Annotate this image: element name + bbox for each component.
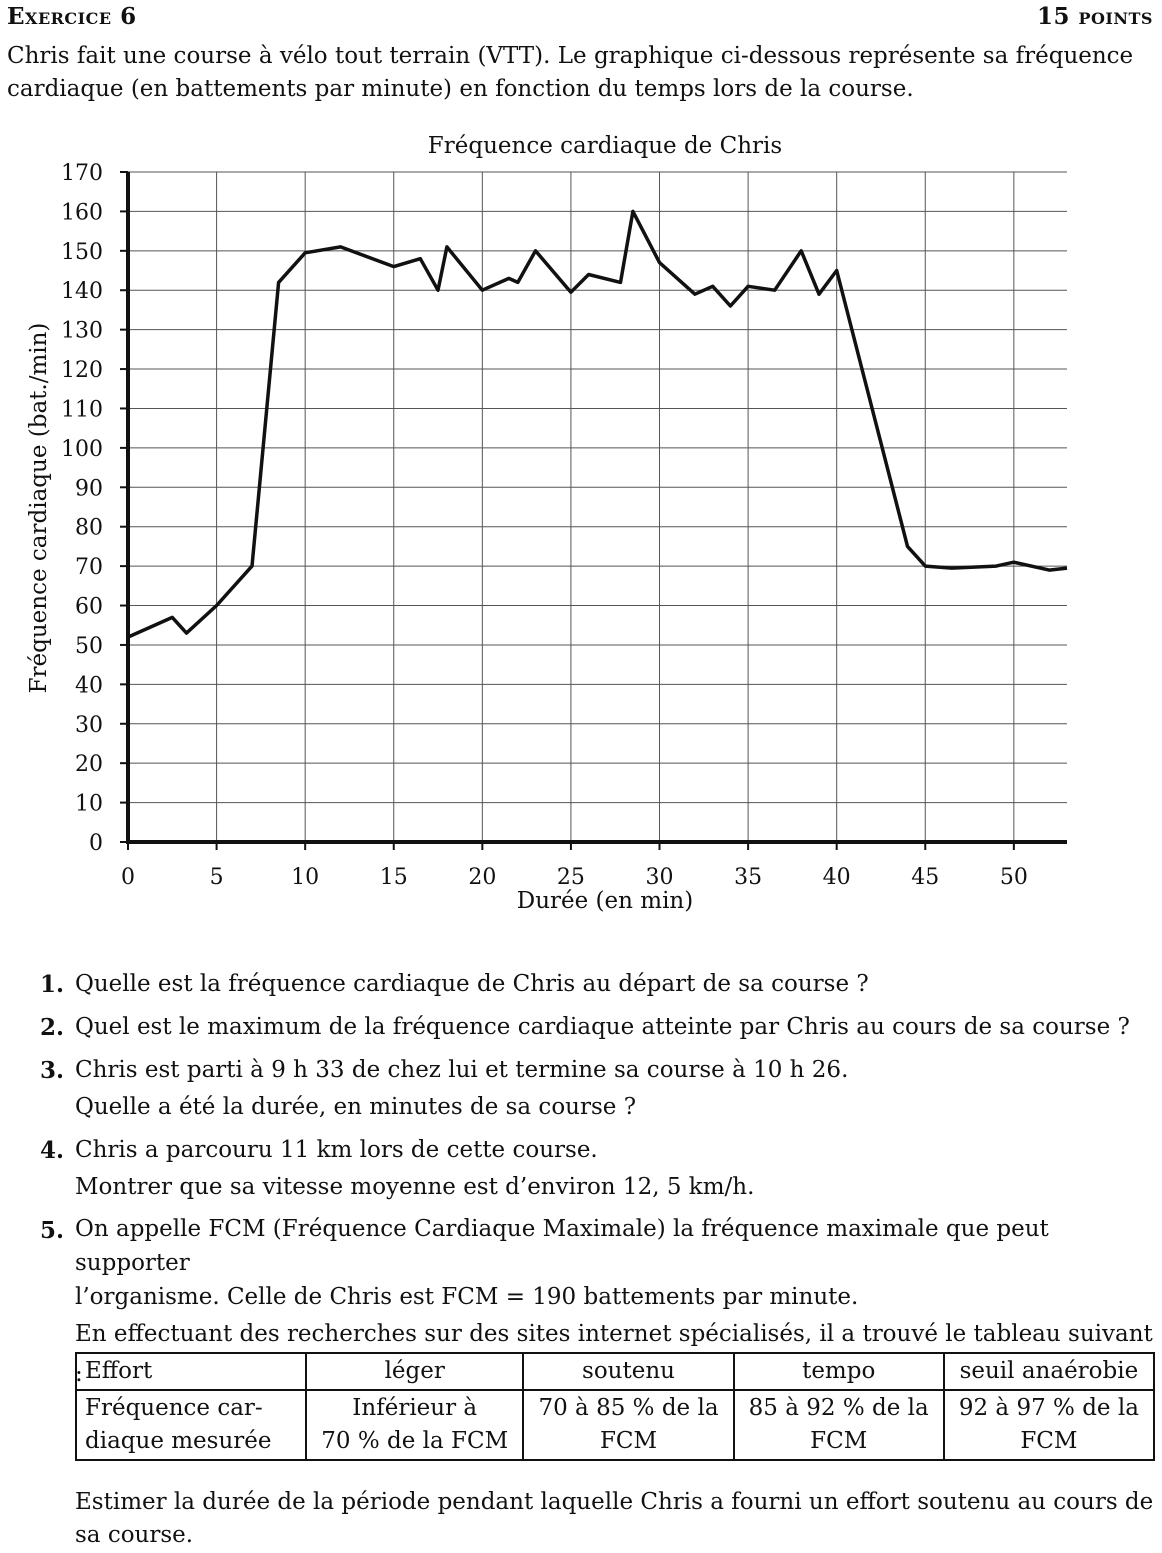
cell-line: Inférieur à xyxy=(315,1392,514,1425)
x-tick-label: 30 xyxy=(646,865,674,890)
question-number: 3. xyxy=(40,1052,64,1089)
question-number: 1. xyxy=(40,966,64,1003)
y-tick-label: 120 xyxy=(61,358,103,383)
question-number: 2. xyxy=(40,1009,64,1046)
y-tick-label: 10 xyxy=(75,792,103,817)
cell-line: FCM xyxy=(743,1425,935,1458)
chart-title: Fréquence cardiaque de Chris xyxy=(428,133,782,159)
question-text: On appelle FCM (Fréquence Cardiaque Maxi… xyxy=(75,1212,1160,1280)
x-tick-label: 50 xyxy=(1000,865,1028,890)
y-tick-label: 170 xyxy=(61,161,103,186)
y-tick-label: 150 xyxy=(61,240,103,265)
table-header-row: Effort léger soutenu tempo seuil anaérob… xyxy=(76,1353,1154,1390)
y-tick-label: 140 xyxy=(61,279,103,304)
y-tick-label: 130 xyxy=(61,319,103,344)
x-tick-label: 40 xyxy=(823,865,851,890)
row-label-line: Fréquence car- xyxy=(85,1392,263,1425)
cell-line: 92 à 97 % de la xyxy=(953,1392,1145,1425)
question-2: 2. Quel est le maximum de la fréquence c… xyxy=(40,1009,1160,1046)
question-1: 1. Quelle est la fréquence cardiaque de … xyxy=(40,966,1160,1003)
y-axis-label: Fréquence cardiaque (bat./min) xyxy=(26,323,52,694)
question-number: 4. xyxy=(40,1132,64,1169)
y-tick-label: 30 xyxy=(75,713,103,738)
x-tick-label: 0 xyxy=(121,865,135,890)
cell-line: 85 à 92 % de la xyxy=(743,1392,935,1425)
question-list: 1. Quelle est la fréquence cardiaque de … xyxy=(40,966,1160,1400)
y-tick-label: 90 xyxy=(75,476,103,501)
points-label: 15 points xyxy=(1037,3,1153,30)
question-text: l’organisme. Celle de Chris est FCM = 19… xyxy=(75,1280,1160,1314)
y-tick-label: 0 xyxy=(89,831,103,856)
question-4: 4. Chris a parcouru 11 km lors de cette … xyxy=(40,1132,1160,1206)
table-cell: Fréquence car- diaque mesurée xyxy=(76,1390,306,1460)
table-cell: léger xyxy=(306,1353,523,1390)
effort-table: Effort léger soutenu tempo seuil anaérob… xyxy=(75,1352,1155,1461)
final-question: Estimer la durée de la période pendant l… xyxy=(75,1486,1160,1552)
question-3: 3. Chris est parti à 9 h 33 de chez lui … xyxy=(40,1052,1160,1126)
question-text: Quel est le maximum de la fréquence card… xyxy=(75,1009,1160,1046)
question-text: Chris a parcouru 11 km lors de cette cou… xyxy=(75,1132,1160,1169)
table-cell: Effort xyxy=(76,1353,306,1390)
heart-rate-chart: 0102030405060708090100110120130140150160… xyxy=(0,120,1162,920)
x-tick-label: 5 xyxy=(210,865,224,890)
x-tick-label: 45 xyxy=(911,865,939,890)
x-axis-label: Durée (en min) xyxy=(517,888,693,914)
intro-text: Chris fait une course à vélo tout terrai… xyxy=(7,40,1157,106)
y-tick-label: 60 xyxy=(75,595,103,620)
table-cell: 70 à 85 % de la FCM xyxy=(523,1390,733,1460)
y-tick-label: 50 xyxy=(75,634,103,659)
row-label-line: diaque mesurée xyxy=(85,1425,297,1458)
cell-line: FCM xyxy=(953,1425,1145,1458)
exercise-title: Exercice 6 xyxy=(7,3,137,30)
table-row: Fréquence car- diaque mesurée Inférieur … xyxy=(76,1390,1154,1460)
question-text: Quelle est la fréquence cardiaque de Chr… xyxy=(75,966,1160,1003)
y-tick-label: 40 xyxy=(75,673,103,698)
x-tick-label: 15 xyxy=(380,865,408,890)
table-cell: soutenu xyxy=(523,1353,733,1390)
heart-rate-series-line xyxy=(128,211,1067,637)
x-tick-label: 25 xyxy=(557,865,585,890)
y-tick-label: 160 xyxy=(61,200,103,225)
table-cell: tempo xyxy=(734,1353,944,1390)
y-tick-label: 70 xyxy=(75,555,103,580)
y-tick-label: 20 xyxy=(75,752,103,777)
y-tick-label: 80 xyxy=(75,516,103,541)
x-tick-label: 10 xyxy=(291,865,319,890)
question-text: Chris est parti à 9 h 33 de chez lui et … xyxy=(75,1052,1160,1089)
x-tick-label: 20 xyxy=(468,865,496,890)
question-number: 5. xyxy=(40,1212,64,1249)
question-text: Quelle a été la durée, en minutes de sa … xyxy=(75,1089,1160,1126)
x-tick-label: 35 xyxy=(734,865,762,890)
table-cell: seuil anaérobie xyxy=(944,1353,1154,1390)
y-tick-label: 110 xyxy=(61,397,103,422)
cell-line: 70 % de la FCM xyxy=(315,1425,514,1458)
cell-line: 70 à 85 % de la xyxy=(532,1392,724,1425)
table-cell: 92 à 97 % de la FCM xyxy=(944,1390,1154,1460)
table-cell: Inférieur à 70 % de la FCM xyxy=(306,1390,523,1460)
table-cell: 85 à 92 % de la FCM xyxy=(734,1390,944,1460)
cell-line: FCM xyxy=(532,1425,724,1458)
question-text: Montrer que sa vitesse moyenne est d’env… xyxy=(75,1169,1160,1206)
y-tick-label: 100 xyxy=(61,437,103,462)
